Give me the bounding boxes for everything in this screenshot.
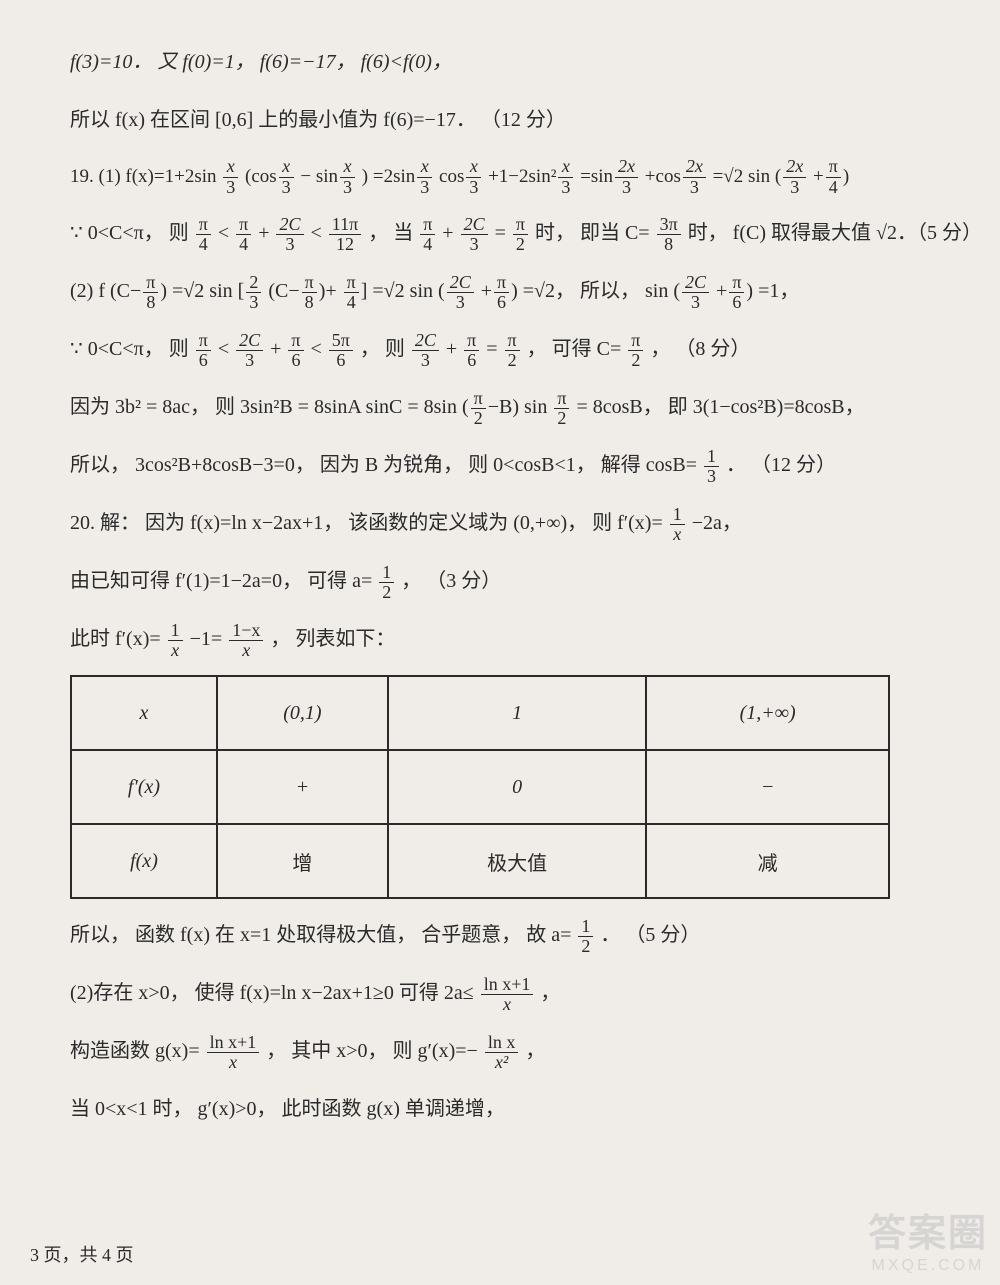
cell: 0 (388, 750, 646, 824)
cell: (0,1) (217, 676, 388, 750)
watermark-title: 答案圈 (868, 1202, 988, 1257)
cell: f(x) (71, 824, 217, 898)
text-line: 所以， 函数 f(x) 在 x=1 处取得极大值， 合乎题意， 故 a= 12 … (70, 909, 940, 961)
t: 19. (1) f(x)=1+2sin (70, 166, 217, 187)
text-line: 19. (1) f(x)=1+2sin x3 (cosx3 − sinx3 ) … (70, 152, 940, 201)
text-line: f(3)=10． 又 f(0)=1， f(6)=−17， f(6)<f(0)， (70, 36, 940, 88)
table-row: f(x) 增 极大值 减 (71, 824, 889, 898)
watermark: 答案圈 MXQE.COM (868, 1202, 988, 1275)
text-line: 此时 f′(x)= 1x −1= 1−xx ， 列表如下： (70, 613, 940, 665)
text-line: 由已知可得 f′(1)=1−2a=0， 可得 a= 12 ， （3 分） (70, 555, 940, 607)
sign-table: x (0,1) 1 (1,+∞) f′(x) + 0 − f(x) 增 极大值 … (70, 675, 890, 899)
text-line: 构造函数 g(x)= ln x+1x ， 其中 x>0， 则 g′(x)=− l… (70, 1025, 940, 1077)
cell: 极大值 (388, 824, 646, 898)
cell: x (71, 676, 217, 750)
table-row: x (0,1) 1 (1,+∞) (71, 676, 889, 750)
cell: − (646, 750, 889, 824)
math-text: 所以 f(x) 在区间 [0,6] 上的最小值为 f(6)=−17． （12 分… (70, 109, 566, 131)
text-line: ∵ 0<C<π， 则 π4 < π4 + 2C3 < 11π12 ， 当 π4 … (70, 207, 940, 259)
cell: + (217, 750, 388, 824)
cell: 减 (646, 824, 889, 898)
math-text: f(3)=10． 又 f(0)=1， f(6)=−17， f(6)<f(0)， (70, 51, 452, 73)
cell: f′(x) (71, 750, 217, 824)
cell: (1,+∞) (646, 676, 889, 750)
cell: 增 (217, 824, 388, 898)
text-line: 当 0<x<1 时， g′(x)>0， 此时函数 g(x) 单调递增， (70, 1083, 940, 1135)
page: f(3)=10． 又 f(0)=1， f(6)=−17， f(6)<f(0)， … (0, 0, 1000, 1285)
text-line: (2)存在 x>0， 使得 f(x)=ln x−2ax+1≥0 可得 2a≤ l… (70, 967, 940, 1019)
watermark-url: MXQE.COM (868, 1257, 988, 1275)
fraction: x3 (223, 157, 238, 198)
text-line: ∵ 0<C<π， 则 π6 < 2C3 + π6 < 5π6 ， 则 2C3 +… (70, 323, 940, 375)
text-line: 所以 f(x) 在区间 [0,6] 上的最小值为 f(6)=−17． （12 分… (70, 94, 940, 146)
text-line: 因为 3b² = 8ac， 则 3sin²B = 8sinA sinC = 8s… (70, 381, 940, 433)
cell: 1 (388, 676, 646, 750)
page-footer: 3 页，共 4 页 (30, 1241, 134, 1267)
text-line: 20. 解： 因为 f(x)=ln x−2ax+1， 该函数的定义域为 (0,+… (70, 497, 940, 549)
text-line: (2) f (C−π8) =√2 sin [23 (C−π8)+ π4] =√2… (70, 265, 940, 317)
table-row: f′(x) + 0 − (71, 750, 889, 824)
text-line: 所以， 3cos²B+8cosB−3=0， 因为 B 为锐角， 则 0<cosB… (70, 439, 940, 491)
